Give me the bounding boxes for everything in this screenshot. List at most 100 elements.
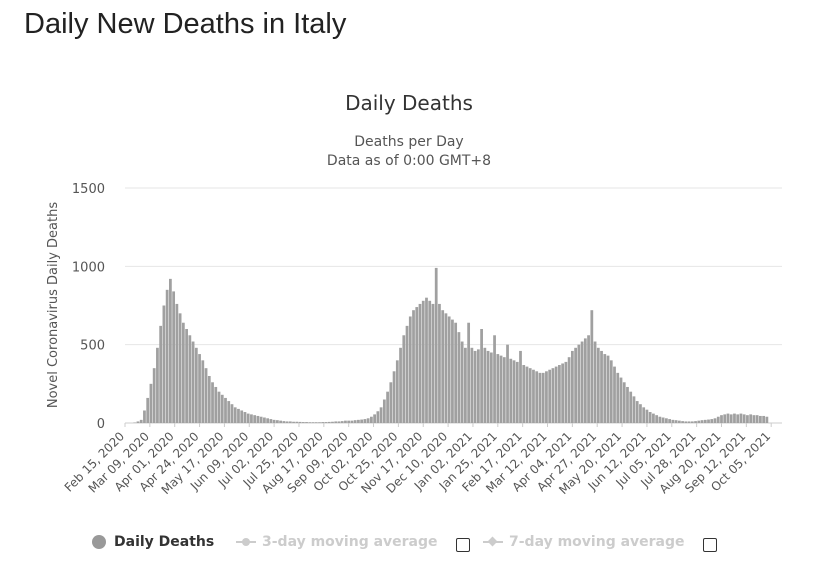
bar-daily-deaths [635, 401, 639, 423]
bar-daily-deaths [752, 415, 756, 423]
bar-daily-deaths [648, 412, 652, 423]
bar-daily-deaths [655, 415, 659, 423]
bar-daily-deaths [762, 415, 766, 423]
bar-daily-deaths [759, 415, 762, 423]
bar-daily-deaths [382, 399, 386, 423]
bar-daily-deaths [327, 421, 331, 423]
bar-daily-deaths [502, 357, 506, 423]
bar-daily-deaths [681, 421, 684, 423]
bar-daily-deaths [321, 422, 325, 423]
bar-daily-deaths [149, 383, 153, 423]
bar-daily-deaths [201, 360, 205, 423]
bar-daily-deaths [376, 411, 380, 423]
bar-daily-deaths [470, 347, 474, 423]
bar-daily-deaths [250, 414, 253, 423]
bar-daily-deaths [272, 419, 276, 423]
diamond-marker-icon [483, 535, 503, 549]
bar-daily-deaths [690, 421, 694, 423]
bar-daily-deaths [457, 332, 461, 423]
bar-daily-deaths [684, 421, 688, 423]
bar-daily-deaths [454, 322, 458, 423]
bar-daily-deaths [220, 394, 224, 423]
bar-daily-deaths [324, 422, 328, 423]
bar-daily-deaths [493, 335, 496, 423]
bar-daily-deaths [444, 313, 448, 423]
bar-daily-deaths [360, 419, 364, 423]
bar-daily-deaths [476, 349, 480, 423]
bar-daily-deaths [353, 420, 357, 423]
legend-label: 3-day moving average [262, 534, 438, 550]
bar-daily-deaths [185, 329, 188, 423]
bar-daily-deaths [609, 360, 613, 423]
bar-daily-deaths [282, 421, 286, 423]
bar-daily-deaths [246, 413, 250, 423]
bar-daily-deaths [191, 341, 195, 423]
bar-daily-deaths [334, 421, 338, 423]
bar-daily-deaths [204, 368, 208, 423]
bar-daily-deaths [451, 319, 454, 423]
y-tick-label: 1000 [72, 260, 105, 275]
bar-daily-deaths [146, 397, 150, 423]
bar-daily-deaths [613, 366, 616, 423]
legend-item-3-day-moving-average[interactable]: 3-day moving average [236, 534, 438, 550]
bar-daily-deaths [677, 420, 681, 423]
bar-daily-deaths [548, 369, 552, 423]
bar-daily-deaths [243, 412, 247, 423]
bar-daily-deaths [703, 419, 707, 423]
chart-title: Daily Deaths [345, 91, 473, 115]
bar-daily-deaths [331, 421, 334, 423]
bar-daily-deaths [240, 410, 244, 423]
bar-daily-deaths [739, 413, 743, 423]
bar-daily-deaths [253, 415, 257, 423]
bar-daily-deaths [545, 371, 548, 423]
bar-daily-deaths [211, 382, 214, 423]
checkbox-7-day-moving-average[interactable] [703, 538, 717, 552]
bar-daily-deaths [256, 415, 260, 423]
bar-daily-deaths [535, 371, 539, 423]
bar-daily-deaths [577, 344, 581, 423]
bar-daily-deaths [136, 421, 140, 423]
bar-daily-deaths [447, 316, 451, 423]
bar-daily-deaths [528, 368, 532, 423]
bar-daily-deaths [697, 420, 701, 423]
bar-daily-deaths [564, 361, 568, 423]
y-tick-label: 1500 [72, 182, 105, 197]
legend: Daily Deaths 3-day moving average 7-day … [0, 534, 831, 556]
bar-daily-deaths [230, 404, 234, 423]
bar-daily-deaths [486, 350, 490, 423]
bar-daily-deaths [473, 350, 477, 423]
bar-daily-deaths [318, 422, 321, 423]
bar-daily-deaths [700, 420, 704, 423]
bar-daily-deaths [606, 355, 610, 423]
bar-daily-deaths [661, 417, 665, 423]
bar-daily-deaths [629, 391, 633, 423]
legend-item-7-day-moving-average[interactable]: 7-day moving average [483, 534, 685, 550]
bar-daily-deaths [295, 421, 299, 423]
bar-daily-deaths [665, 418, 668, 423]
bar-daily-deaths [308, 422, 312, 423]
bar-daily-deaths [389, 382, 393, 423]
bar-daily-deaths [224, 397, 227, 423]
bar-daily-deaths [198, 354, 201, 423]
bar-daily-deaths [499, 355, 503, 423]
bar-daily-deaths [408, 316, 412, 423]
bar-daily-deaths [428, 300, 432, 423]
bar-daily-deaths [181, 322, 185, 423]
bar-daily-deaths [418, 303, 422, 423]
legend-item-daily-deaths[interactable]: Daily Deaths [92, 534, 214, 550]
bar-daily-deaths [357, 419, 360, 423]
bar-daily-deaths [489, 352, 493, 423]
bar-daily-deaths [207, 376, 211, 423]
bar-daily-deaths [298, 421, 302, 423]
bar-daily-deaths [729, 414, 733, 423]
checkbox-3-day-moving-average[interactable] [456, 538, 470, 552]
bar-daily-deaths [590, 310, 594, 423]
bar-daily-deaths [583, 338, 587, 423]
bar-daily-deaths [370, 416, 373, 423]
bar-daily-deaths [538, 372, 542, 423]
bar-daily-deaths [305, 422, 308, 423]
bar-daily-deaths [765, 416, 769, 423]
bar-daily-deaths [178, 313, 182, 423]
bar-daily-deaths [519, 350, 522, 423]
